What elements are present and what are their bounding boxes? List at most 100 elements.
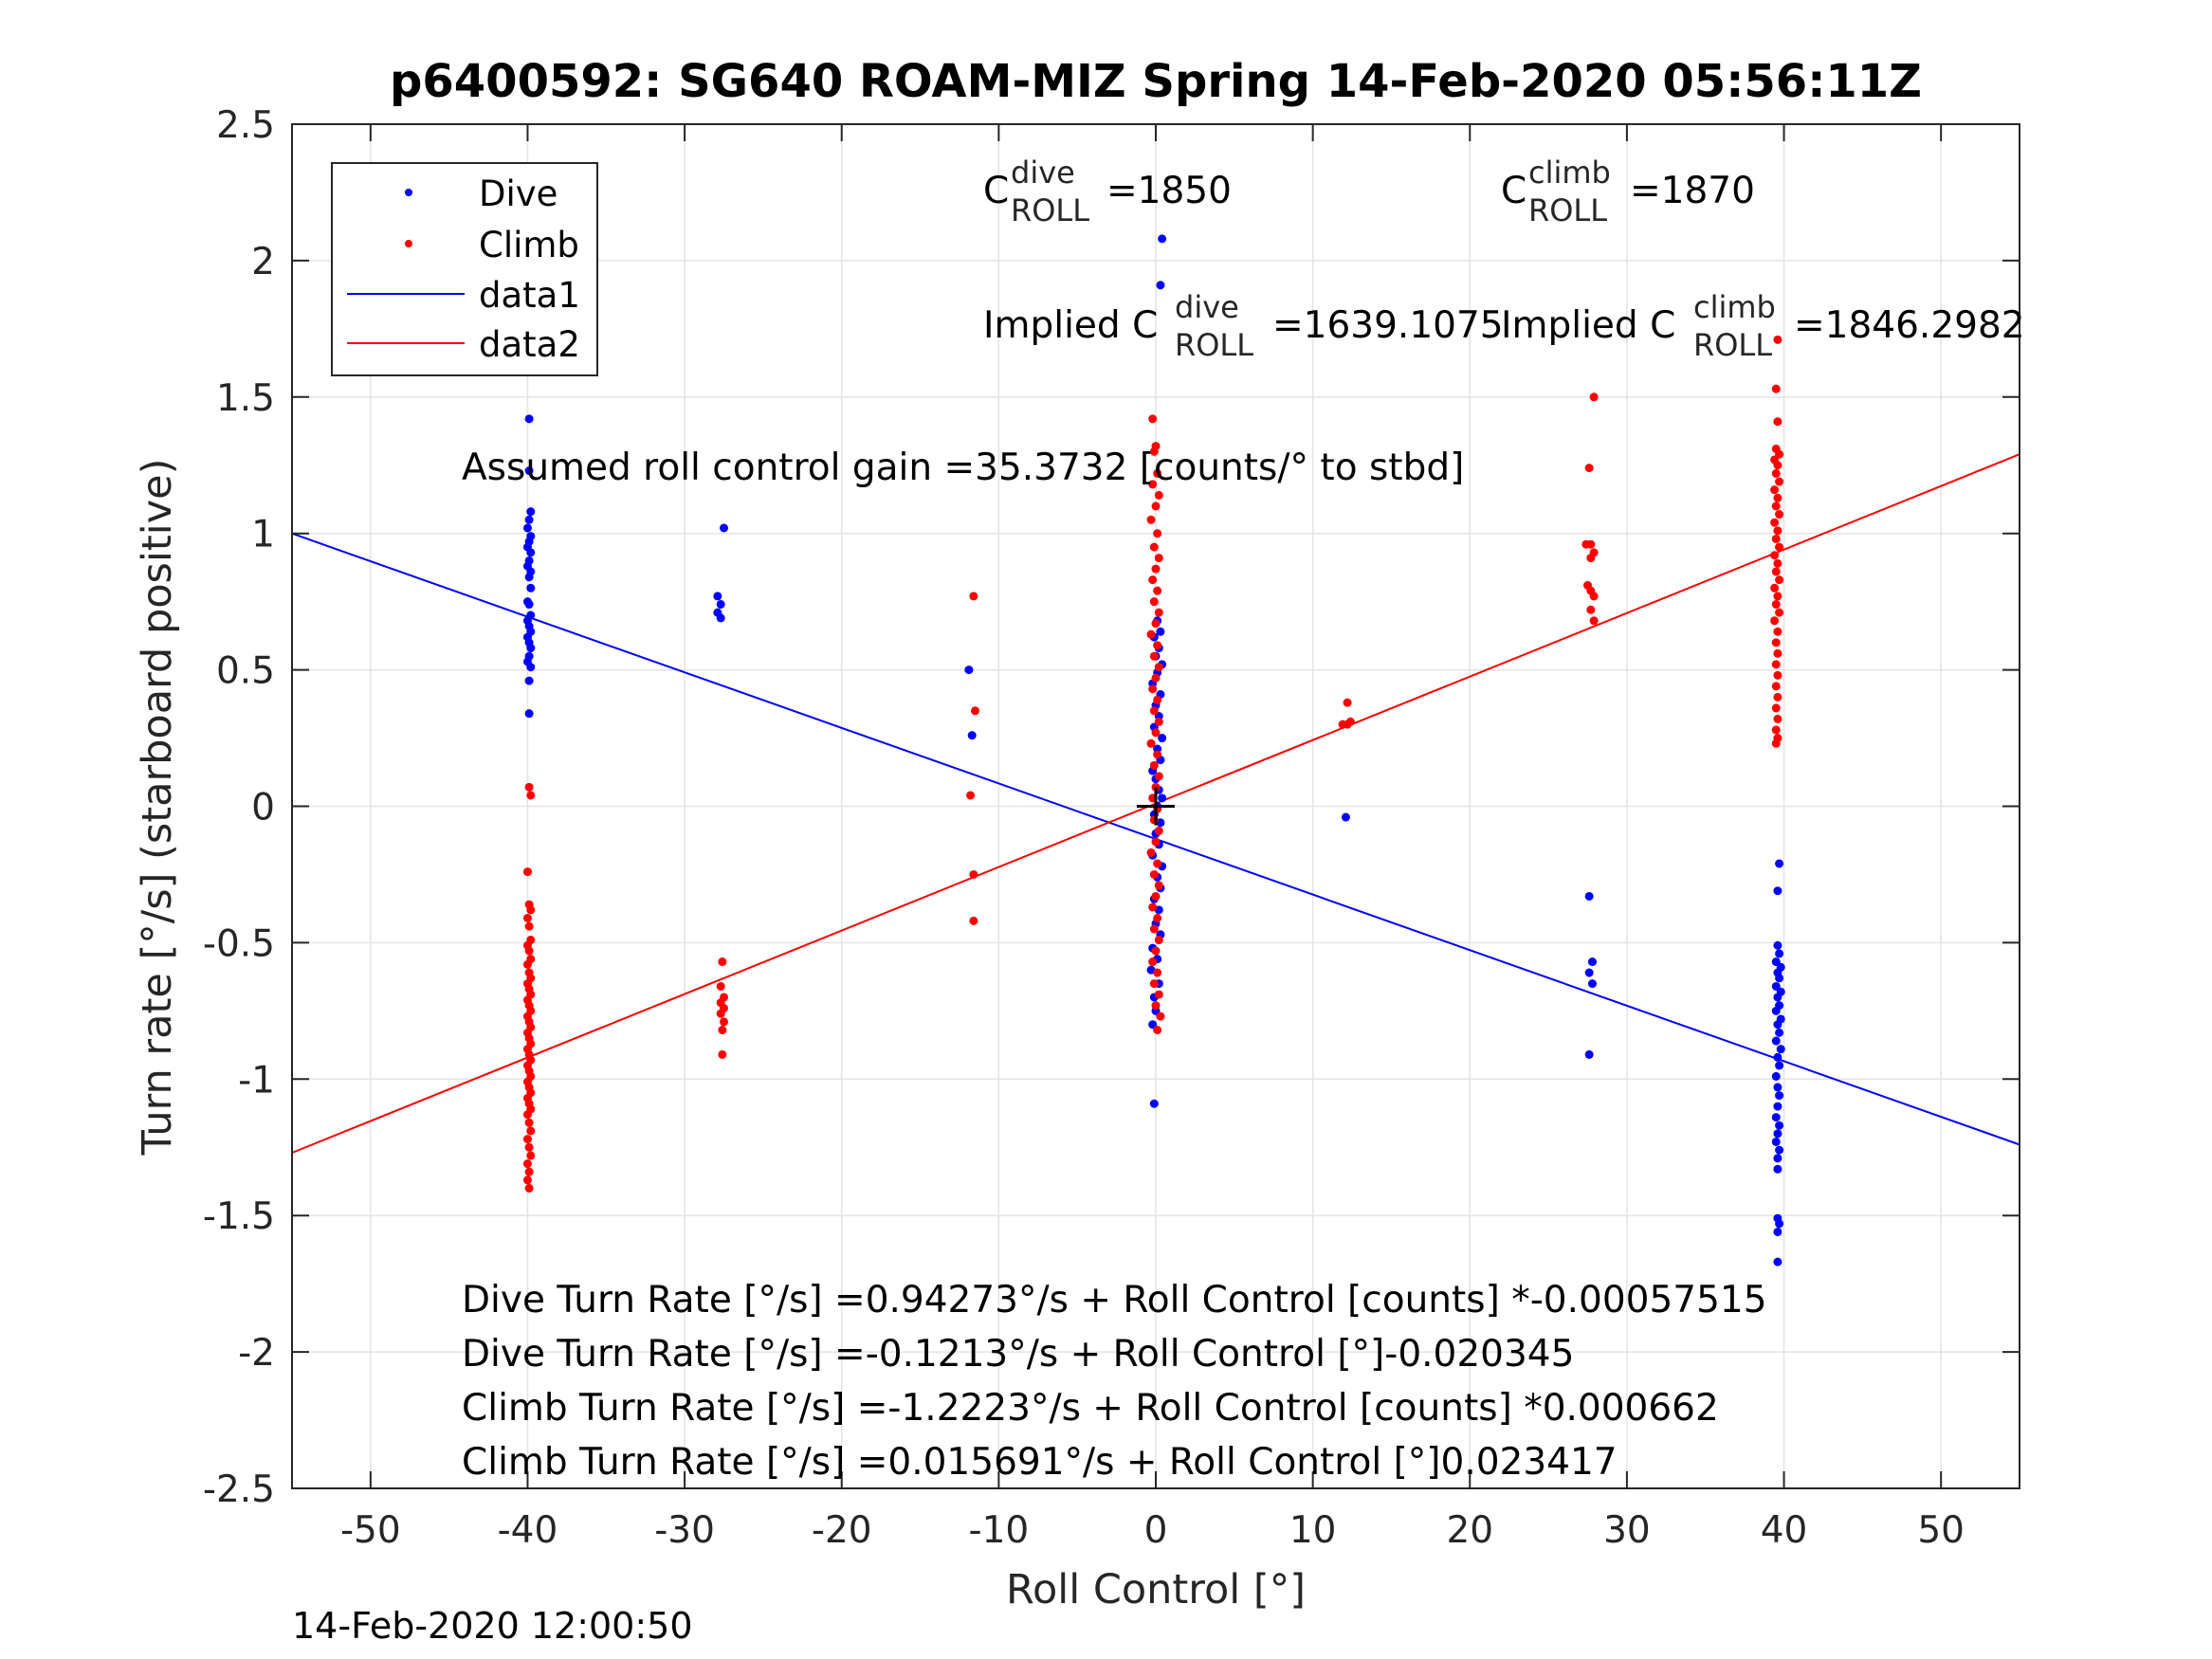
climb-point	[524, 946, 534, 956]
climb-point	[1771, 468, 1781, 478]
x-tick-label: 50	[1917, 1509, 1965, 1552]
climb-point	[720, 1017, 728, 1027]
climb-point	[1770, 583, 1780, 592]
climb-point	[1153, 859, 1162, 868]
cdive-annotation: C dive ROLL =1850	[983, 155, 1232, 228]
x-tick-label: -40	[498, 1509, 558, 1552]
climb-point	[1773, 493, 1782, 502]
dive-point	[1773, 993, 1782, 1002]
climb-point	[1771, 638, 1781, 647]
cdive-sup: dive	[1011, 155, 1075, 191]
dive-point	[1158, 234, 1167, 244]
climb-point	[718, 1025, 727, 1034]
climb-point	[1775, 575, 1784, 585]
implied-dive-sup: dive	[1175, 289, 1239, 325]
climb-point	[1154, 826, 1163, 835]
dive-point	[524, 466, 534, 476]
climb-point	[1146, 629, 1156, 639]
climb-point	[971, 706, 980, 716]
climb-point	[526, 905, 536, 915]
climb-point	[1154, 663, 1163, 672]
climb-point	[1773, 692, 1782, 702]
climb-point	[1151, 564, 1161, 574]
legend-climb-label: Climb	[479, 225, 579, 265]
climb-point	[1151, 728, 1161, 738]
climb-point	[1156, 1012, 1165, 1021]
legend-box	[331, 162, 598, 376]
y-tick-label: -1	[238, 1059, 275, 1102]
climb-point	[1771, 384, 1781, 393]
climb-point	[1154, 990, 1163, 999]
climb-point	[1151, 619, 1161, 629]
climb-point	[1148, 684, 1158, 694]
climb-point	[524, 1118, 534, 1127]
x-tick-label: 10	[1289, 1509, 1337, 1552]
implied-dive-sub: ROLL	[1175, 327, 1253, 363]
y-tick-label: -1.5	[203, 1195, 275, 1238]
climb-point	[1343, 698, 1352, 707]
cdive-base: C	[983, 170, 1009, 212]
dive-point	[1773, 1154, 1782, 1163]
climb-point	[1149, 760, 1159, 770]
climb-point	[1771, 600, 1781, 610]
climb-point	[1775, 477, 1784, 486]
climb-point	[522, 1110, 532, 1120]
climb-point	[1771, 738, 1781, 748]
dive-point	[524, 709, 534, 719]
ticks	[292, 123, 2020, 1489]
dive-point	[967, 731, 977, 740]
climb-point	[1154, 490, 1163, 500]
climb-point	[1151, 946, 1161, 956]
climb-point	[1153, 529, 1162, 538]
climb-point	[1146, 848, 1156, 857]
dive-point	[1158, 734, 1167, 743]
dive-equation-degrees: Dive Turn Rate [°/s] =-0.1213°/s + Roll …	[462, 1333, 1574, 1376]
cclimb-base: C	[1501, 170, 1526, 212]
dive-point	[524, 600, 534, 610]
cdive-sub: ROLL	[1011, 192, 1089, 228]
climb-point	[1153, 586, 1162, 595]
x-tick-label: 40	[1761, 1509, 1808, 1552]
climb-point	[1154, 608, 1163, 617]
dive-point	[1773, 1129, 1782, 1139]
climb-point	[524, 782, 534, 792]
dive-point	[1773, 1052, 1782, 1062]
climb-point	[1153, 1025, 1162, 1034]
dive-point	[964, 665, 974, 675]
climb-point	[1586, 539, 1596, 549]
climb-point	[1154, 772, 1163, 781]
climb-point	[1148, 575, 1158, 585]
climb-point	[1773, 592, 1782, 601]
dive-point	[1775, 949, 1784, 958]
climb-point	[1773, 627, 1782, 636]
climb-point	[1149, 597, 1159, 607]
climb-point	[522, 1176, 532, 1185]
climb-point	[1151, 501, 1161, 511]
dive-point	[526, 644, 536, 653]
y-tick-label: -2.5	[203, 1468, 275, 1511]
dive-point	[1584, 891, 1594, 901]
dive-point	[713, 592, 722, 601]
dive-point	[1158, 793, 1167, 803]
climb-point	[1151, 673, 1161, 683]
dive-point	[1773, 1227, 1782, 1236]
dive-point	[1775, 1145, 1784, 1155]
climb-point	[1149, 869, 1159, 879]
climb-point	[1151, 891, 1161, 901]
dive-point	[1773, 1257, 1782, 1267]
climb-point	[1146, 738, 1156, 748]
dive-point	[1775, 1028, 1784, 1037]
climb-point	[522, 913, 532, 922]
x-tick-label: 0	[1144, 1509, 1168, 1552]
climb-equation-counts: Climb Turn Rate [°/s] =-1.2223°/s + Roll…	[462, 1387, 1719, 1430]
dive-point	[720, 523, 728, 533]
climb-point	[1771, 725, 1781, 735]
roll-gain-annotation: Assumed roll control gain =35.3732 [coun…	[462, 447, 1464, 489]
y-tick-label: -0.5	[203, 922, 275, 965]
dive-point	[1584, 1049, 1594, 1059]
x-tick-label: 20	[1446, 1509, 1493, 1552]
origin-marker	[1137, 787, 1175, 826]
climb-point	[1345, 717, 1355, 726]
dive-point	[1771, 1071, 1781, 1081]
